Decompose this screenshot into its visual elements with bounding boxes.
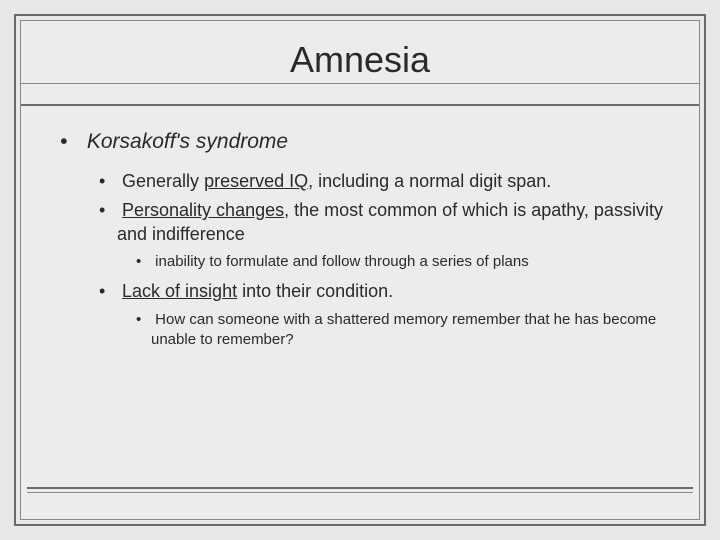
slide-title: Amnesia: [290, 39, 430, 80]
slide-outer-frame: Amnesia Korsakoff's syndrome Generally p…: [14, 14, 706, 526]
slide-inner-frame: Amnesia Korsakoff's syndrome Generally p…: [20, 20, 700, 520]
bullet-lvl2-insight: Lack of insight into their condition.: [55, 280, 665, 303]
bullet-lvl2-iq: Generally preserved IQ, including a norm…: [55, 170, 665, 193]
lvl3b-text: How can someone with a shattered memory …: [151, 311, 656, 348]
footer-rule-thin: [27, 492, 693, 493]
bullet-lvl2-personality: Personality changes, the most common of …: [55, 199, 665, 246]
bullet-lvl3-inability: inability to formulate and follow throug…: [55, 252, 665, 272]
bullet-lvl1: Korsakoff's syndrome: [55, 130, 665, 154]
bullet-lvl3-howcan: How can someone with a shattered memory …: [55, 310, 665, 351]
lvl3a-text: inability to formulate and follow throug…: [155, 253, 529, 270]
title-region: Amnesia: [21, 21, 699, 106]
lvl2c-underline: Lack of insight: [122, 281, 237, 301]
lvl1-text: Korsakoff's syndrome: [87, 130, 288, 153]
lvl2c-post: into their condition.: [237, 281, 393, 301]
lvl2a-pre: Generally: [122, 171, 204, 191]
footer-rule: [27, 487, 693, 489]
lvl2a-post: , including a normal digit span.: [308, 171, 551, 191]
lvl2b-underline: Personality changes: [122, 200, 284, 220]
content-region: Korsakoff's syndrome Generally preserved…: [21, 106, 699, 350]
lvl2a-underline: preserved IQ: [204, 171, 308, 191]
